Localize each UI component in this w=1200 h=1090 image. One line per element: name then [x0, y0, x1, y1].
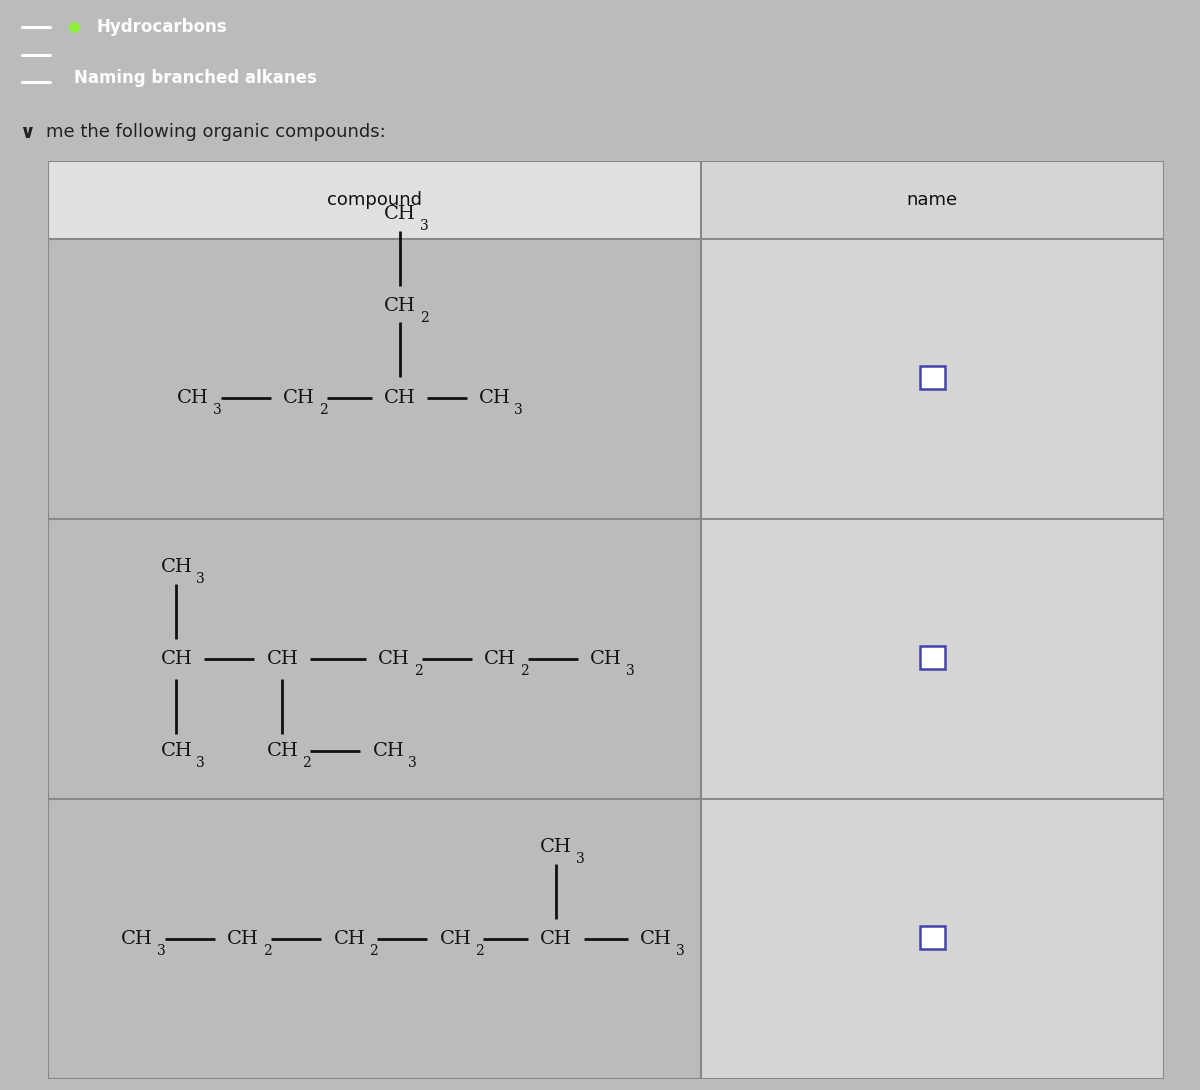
- Text: 3: 3: [197, 756, 205, 770]
- Text: CH: CH: [266, 742, 299, 760]
- Text: CH: CH: [283, 389, 316, 407]
- Text: CH: CH: [384, 296, 415, 315]
- Text: CH: CH: [334, 930, 365, 948]
- Text: CH: CH: [161, 558, 192, 577]
- Text: CH: CH: [590, 651, 622, 668]
- Text: name: name: [907, 192, 958, 209]
- Text: 3: 3: [197, 572, 205, 586]
- Bar: [920, 366, 944, 389]
- Text: CH: CH: [479, 389, 510, 407]
- Text: CH: CH: [121, 930, 154, 948]
- Text: compound: compound: [326, 192, 422, 209]
- Text: CH: CH: [227, 930, 259, 948]
- Text: 3: 3: [626, 664, 635, 678]
- Text: 3: 3: [408, 756, 418, 770]
- Text: CH: CH: [439, 930, 472, 948]
- Text: CH: CH: [161, 651, 192, 668]
- Text: 2: 2: [319, 402, 328, 416]
- Text: CH: CH: [484, 651, 516, 668]
- Text: Naming branched alkanes: Naming branched alkanes: [74, 70, 317, 87]
- Text: CH: CH: [372, 742, 404, 760]
- Bar: [701, 161, 1164, 240]
- Text: CH: CH: [161, 742, 192, 760]
- Text: CH: CH: [540, 838, 571, 857]
- Text: me the following organic compounds:: me the following organic compounds:: [46, 123, 385, 142]
- Text: 2: 2: [475, 944, 484, 958]
- Text: ∨: ∨: [19, 123, 35, 142]
- Bar: [48, 161, 701, 240]
- Text: 3: 3: [157, 944, 166, 958]
- Bar: [920, 926, 944, 949]
- Text: CH: CH: [178, 389, 209, 407]
- Text: 3: 3: [515, 402, 523, 416]
- Text: 3: 3: [677, 944, 685, 958]
- Text: 3: 3: [214, 402, 222, 416]
- Text: 2: 2: [414, 664, 422, 678]
- Text: 2: 2: [370, 944, 378, 958]
- Text: CH: CH: [384, 205, 415, 223]
- Bar: [701, 161, 1164, 1079]
- Text: CH: CH: [266, 651, 299, 668]
- Bar: [920, 646, 944, 669]
- Text: 3: 3: [420, 219, 428, 233]
- Text: CH: CH: [540, 930, 571, 948]
- Text: 2: 2: [420, 311, 428, 325]
- Text: 2: 2: [520, 664, 529, 678]
- Text: CH: CH: [378, 651, 410, 668]
- Text: CH: CH: [641, 930, 672, 948]
- Text: Hydrocarbons: Hydrocarbons: [96, 19, 227, 36]
- Text: 3: 3: [576, 852, 584, 867]
- Text: 2: 2: [302, 756, 311, 770]
- Text: 2: 2: [263, 944, 272, 958]
- Text: CH: CH: [384, 389, 415, 407]
